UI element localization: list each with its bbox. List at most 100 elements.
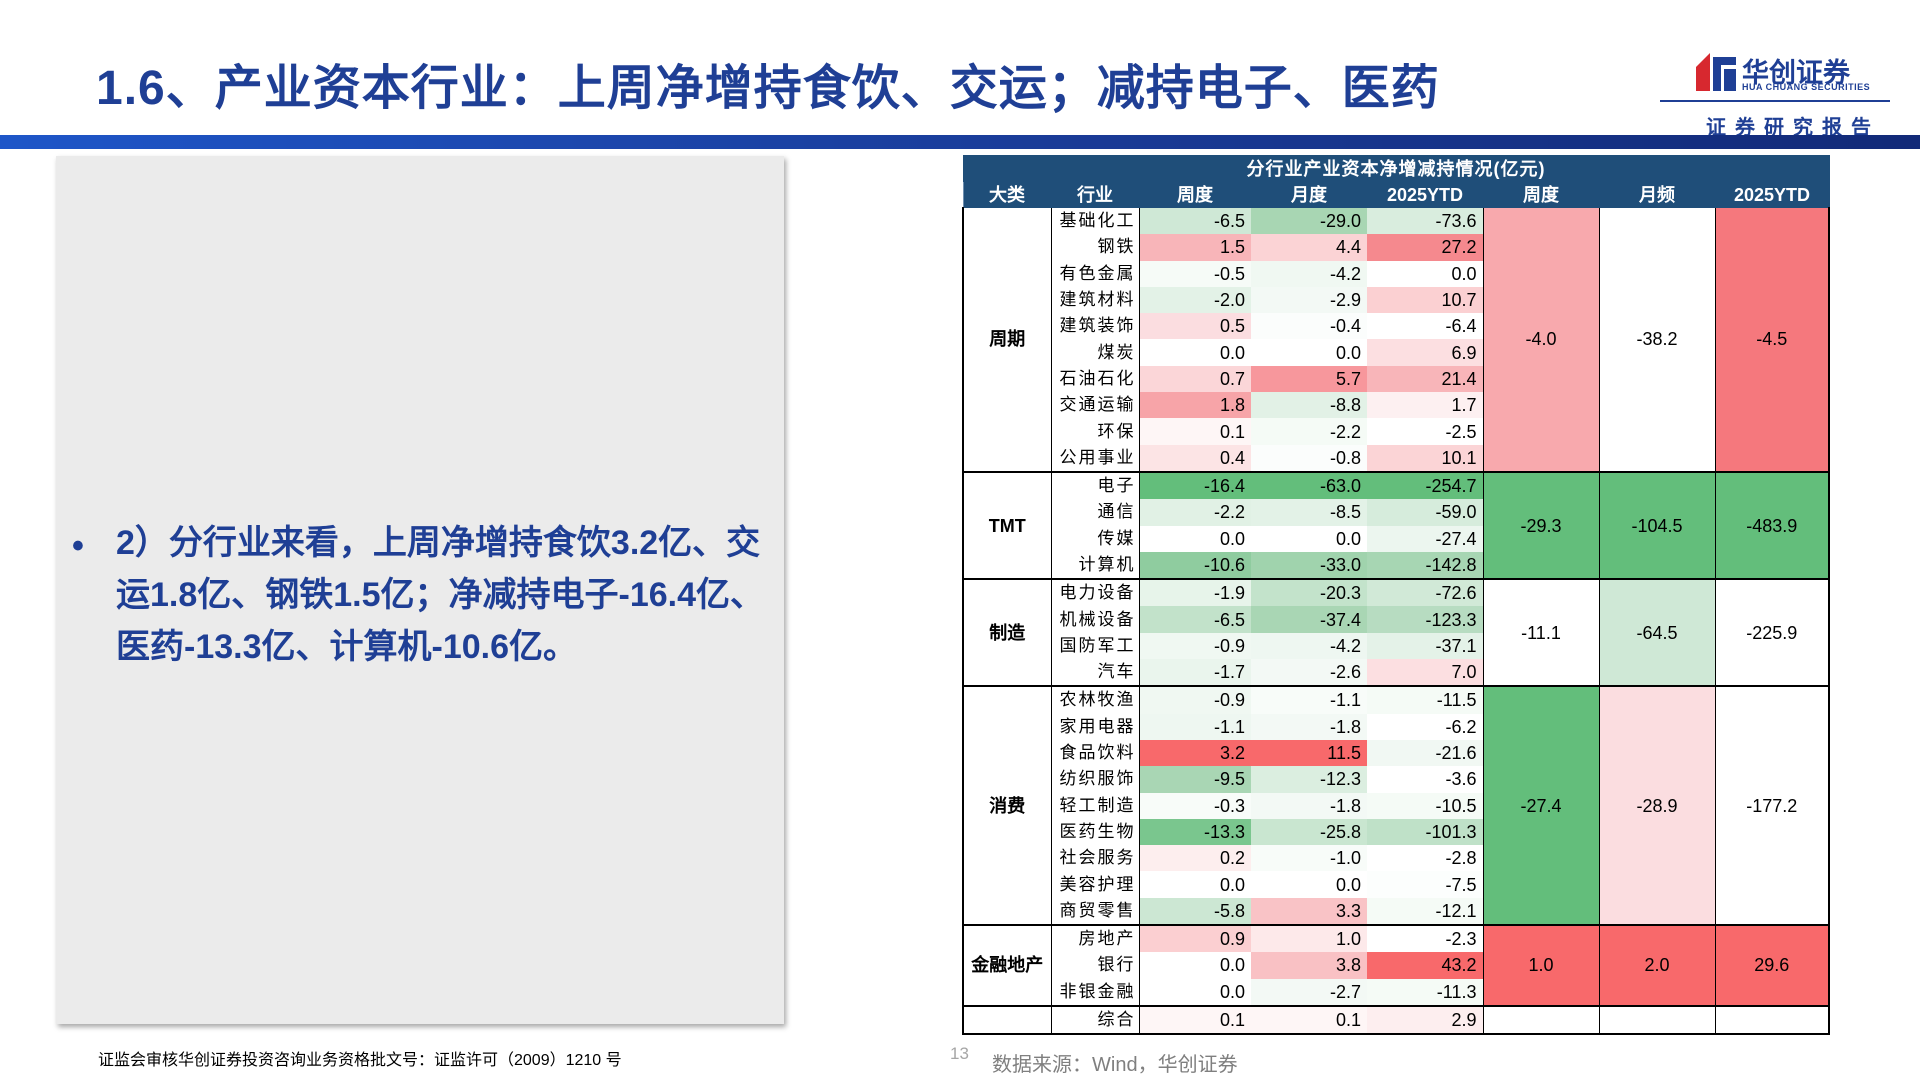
table-row: 传媒 0.0 0.0 -27.4 xyxy=(963,525,1829,552)
ytd-value: 27.2 xyxy=(1367,234,1484,261)
industry-cell: 社会服务 xyxy=(1051,845,1140,872)
monthly-value: -63.0 xyxy=(1251,471,1367,500)
license-note: 证监会审核华创证券投资咨询业务资格批文号：证监许可（2009）1210 号 xyxy=(98,1052,622,1069)
ytd-value: -59.0 xyxy=(1367,499,1484,526)
table-header-cell: 月度 xyxy=(1250,181,1368,208)
category-monthly-total: -28.9 xyxy=(1598,686,1715,927)
category-monthly-total xyxy=(1598,1005,1715,1036)
table-row: 建筑材料 -2.0 -2.9 10.7 xyxy=(963,286,1829,314)
table-row: 综合 0.1 0.1 2.9 xyxy=(962,1005,1830,1036)
ytd-value: 6.9 xyxy=(1367,339,1484,366)
weekly-value: -0.9 xyxy=(1138,686,1251,714)
industry-cell: 煤炭 xyxy=(1051,339,1140,366)
category-weekly-total: 1.0 xyxy=(1482,925,1599,1007)
table-body: 周期 基础化工 -6.5 -29.0 -73.6 -4.0 -38.2 -4.5 钢铁 1.5 4.… xyxy=(962,207,1830,1036)
ytd-value: -2.3 xyxy=(1367,925,1484,953)
monthly-value: -2.7 xyxy=(1251,978,1367,1007)
monthly-value: -20.3 xyxy=(1251,579,1367,607)
industry-cell: 美容护理 xyxy=(1051,871,1140,898)
category-cell: 消费 xyxy=(962,686,1052,927)
ytd-value: -123.3 xyxy=(1367,606,1484,633)
table-row: 食品饮料 3.2 11.5 -21.6 xyxy=(963,739,1829,767)
category-monthly-total: 2.0 xyxy=(1598,925,1715,1007)
industry-cell: 电力设备 xyxy=(1051,579,1140,607)
monthly-value: -1.8 xyxy=(1251,713,1367,740)
monthly-value: -25.8 xyxy=(1251,818,1367,846)
weekly-value: 0.0 xyxy=(1138,978,1251,1007)
category-weekly-total: -27.4 xyxy=(1482,686,1599,927)
ytd-value: 7.0 xyxy=(1367,659,1484,688)
monthly-value: 5.7 xyxy=(1251,365,1367,393)
table-row: 家用电器 -1.1 -1.8 -6.2 xyxy=(963,713,1829,740)
weekly-value: -1.1 xyxy=(1138,713,1251,740)
industry-cell: 食品饮料 xyxy=(1051,739,1140,767)
ytd-value: -2.8 xyxy=(1367,845,1484,872)
table-row: 有色金属 -0.5 -4.2 0.0 xyxy=(963,260,1829,287)
ytd-value: 10.1 xyxy=(1367,444,1484,473)
monthly-value: -8.5 xyxy=(1251,499,1367,526)
weekly-value: 0.9 xyxy=(1138,925,1251,953)
weekly-value: 0.0 xyxy=(1138,339,1251,366)
page-number: 13 xyxy=(950,1044,969,1063)
industry-cell: 家用电器 xyxy=(1051,713,1140,740)
table-row: 制造 电力设备 -1.9 -20.3 -72.6 -11.1 -64.5 -225.9 xyxy=(962,579,1830,688)
table-row: 汽车 -1.7 -2.6 7.0 xyxy=(963,659,1829,688)
weekly-value: 0.1 xyxy=(1138,1005,1251,1036)
monthly-value: -33.0 xyxy=(1251,551,1367,581)
category-weekly-total: -4.0 xyxy=(1482,207,1599,473)
industry-cell: 环保 xyxy=(1051,418,1140,445)
industry-cell: 商贸零售 xyxy=(1051,897,1140,927)
table-header-row: 大类 行业 周度 月度 2025YTD 周度 月频 2025YTD xyxy=(962,181,1830,208)
weekly-value: -6.5 xyxy=(1138,606,1251,633)
category-monthly-total: -38.2 xyxy=(1598,207,1715,473)
ytd-value: -27.4 xyxy=(1367,525,1484,552)
weekly-value: -13.3 xyxy=(1138,818,1251,846)
industry-cell: 纺织服饰 xyxy=(1051,766,1140,793)
ytd-value: 43.2 xyxy=(1367,952,1484,979)
ytd-value: -3.6 xyxy=(1367,766,1484,793)
weekly-value: -16.4 xyxy=(1138,471,1251,500)
table-row: 非银金融 0.0 -2.7 -11.3 xyxy=(963,978,1829,1007)
industry-cell: 医药生物 xyxy=(1051,818,1140,846)
industry-cell: 机械设备 xyxy=(1051,606,1140,633)
industry-cell: 轻工制造 xyxy=(1051,792,1140,819)
monthly-value: -0.4 xyxy=(1251,313,1367,340)
brand-divider xyxy=(1660,100,1890,102)
ytd-value: -6.2 xyxy=(1367,713,1484,740)
header-rule xyxy=(0,135,1920,149)
weekly-value: -5.8 xyxy=(1138,897,1251,927)
table-header-cell: 大类 xyxy=(962,181,1052,208)
weekly-value: 0.1 xyxy=(1138,418,1251,445)
ytd-value: -73.6 xyxy=(1367,207,1484,235)
bullet-mark: • xyxy=(72,527,84,565)
category-cell: TMT xyxy=(962,471,1052,581)
table-row: 周期 基础化工 -6.5 -29.0 -73.6 -4.0 -38.2 -4.5 xyxy=(962,207,1830,473)
monthly-value: -12.3 xyxy=(1251,766,1367,793)
table-row: 计算机 -10.6 -33.0 -142.8 xyxy=(963,551,1829,581)
industry-cell: 国防军工 xyxy=(1051,632,1140,660)
weekly-value: 0.2 xyxy=(1138,845,1251,872)
summary-text: 2）分行业来看，上周净增持食饮3.2亿、交运1.8亿、钢铁1.5亿；净减持电子-… xyxy=(116,524,765,666)
weekly-value: -1.7 xyxy=(1138,659,1251,688)
table-row: TMT 电子 -16.4 -63.0 -254.7 -29.3 -104.5 -483.9 xyxy=(962,471,1830,581)
monthly-value: 0.0 xyxy=(1251,525,1367,552)
ytd-value: -254.7 xyxy=(1367,471,1484,500)
category-cell: 周期 xyxy=(962,207,1052,473)
ytd-value: -2.5 xyxy=(1367,418,1484,445)
monthly-value: 0.0 xyxy=(1251,871,1367,898)
table-header-cell: 行业 xyxy=(1050,181,1140,208)
category-monthly-total: -64.5 xyxy=(1598,579,1715,688)
table-row: 环保 0.1 -2.2 -2.5 xyxy=(963,418,1829,445)
monthly-value: -4.2 xyxy=(1251,632,1367,660)
weekly-value: 0.4 xyxy=(1138,444,1251,473)
industry-cell: 综合 xyxy=(1051,1005,1140,1036)
monthly-value: -2.2 xyxy=(1251,418,1367,445)
industry-cell: 建筑材料 xyxy=(1051,286,1140,314)
table-row: 钢铁 1.5 4.4 27.2 xyxy=(963,234,1829,261)
monthly-value: -1.8 xyxy=(1251,792,1367,819)
weekly-value: 3.2 xyxy=(1138,739,1251,767)
monthly-value: 3.3 xyxy=(1251,897,1367,927)
weekly-value: 0.0 xyxy=(1138,525,1251,552)
industry-flow-table: 分行业产业资本净增减持情况(亿元) 大类 行业 周度 月度 2025YTD 周度 月频 202… xyxy=(962,155,1830,1036)
industry-cell: 基础化工 xyxy=(1051,207,1140,235)
